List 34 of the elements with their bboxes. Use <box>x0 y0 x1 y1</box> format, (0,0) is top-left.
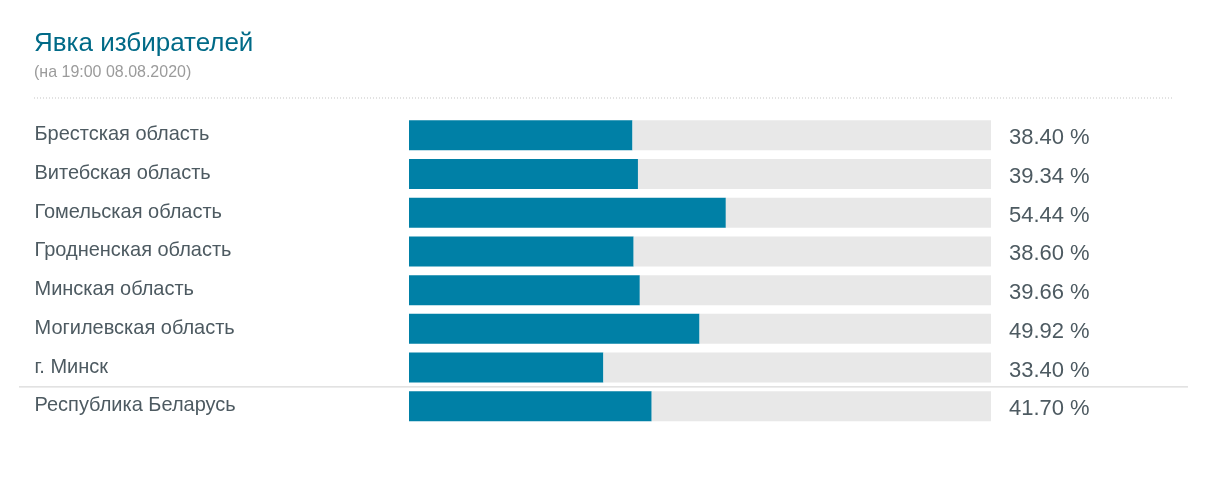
data-label: 39.34 % <box>1008 163 1090 189</box>
y-tick-label: Витебская область <box>34 161 211 184</box>
data-label: 54.44 % <box>1008 201 1090 227</box>
bar <box>651 391 991 422</box>
bar <box>409 352 604 383</box>
bar <box>409 120 633 151</box>
data-label: 38.40 % <box>1008 124 1090 150</box>
text: Явка избирателей <box>34 27 254 58</box>
bar <box>639 275 991 306</box>
y-tick-label: Республика Беларусь <box>34 393 236 416</box>
y-tick-label: Гродненская область <box>34 238 232 261</box>
bar <box>409 313 700 344</box>
data-label: 39.66 % <box>1008 279 1090 305</box>
data-label: 41.70 % <box>1008 395 1090 421</box>
bar <box>699 313 991 344</box>
data-label: 49.92 % <box>1008 317 1090 343</box>
y-tick-label: г. Минск <box>34 354 109 377</box>
bar <box>409 159 638 190</box>
text: (на 19:00 08.08.2020) <box>34 63 192 81</box>
y-tick-label: Могилевская область <box>34 315 235 338</box>
y-tick-label: Минская область <box>34 277 195 300</box>
bar <box>637 159 991 190</box>
bar <box>603 352 991 383</box>
data-label: 33.40 % <box>1008 356 1090 382</box>
y-tick-label: Гомельская область <box>34 199 223 222</box>
bar <box>409 275 640 306</box>
bar <box>632 120 991 151</box>
bar <box>725 197 991 228</box>
bar <box>409 236 634 267</box>
bar <box>633 236 991 267</box>
y-tick-label: Брестская область <box>34 122 210 145</box>
bar <box>409 197 726 228</box>
data-label: 38.60 % <box>1008 240 1090 266</box>
bar <box>409 391 652 422</box>
